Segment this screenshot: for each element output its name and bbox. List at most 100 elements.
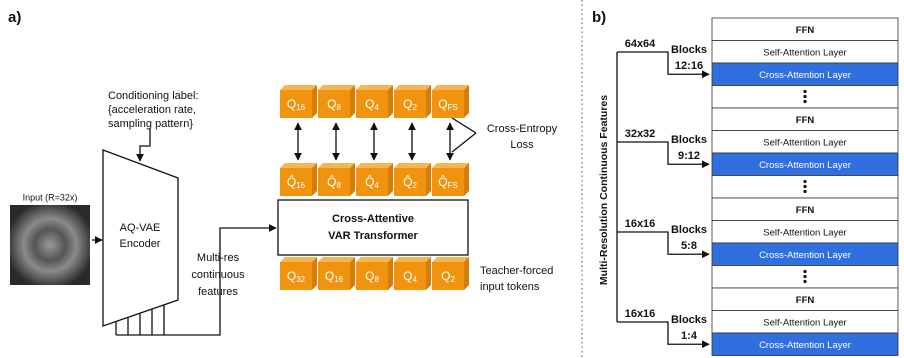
token-sub: 4: [374, 181, 379, 190]
layer-label: Self-Attention Layer: [763, 137, 846, 148]
blocks-label: Blocks: [671, 224, 707, 236]
brace-lines: [452, 118, 476, 152]
input-label: Input (R=32x): [23, 192, 78, 202]
token-base: Q: [438, 97, 447, 111]
token-base: Q̂: [403, 174, 412, 189]
token-side: [312, 85, 317, 118]
layer-label: Self-Attention Layer: [763, 47, 846, 58]
conditioning-label: {acceleration rate,: [108, 104, 196, 116]
token-sub: 4: [412, 275, 417, 284]
resolution-label: 32x32: [625, 128, 656, 140]
panel-label: a): [8, 9, 21, 26]
token-sub: 2: [412, 181, 417, 190]
blocks-label: 12:16: [675, 60, 703, 72]
ellipsis-dot: [803, 95, 806, 98]
blocks-label: Blocks: [671, 314, 707, 326]
token-base: Q: [287, 269, 296, 283]
ellipsis-dot: [803, 100, 806, 103]
encoder-label: AQ-VAE: [120, 222, 161, 234]
token-sub: 32: [296, 275, 305, 284]
token-side: [312, 163, 317, 196]
layer-label: Cross-Attention Layer: [759, 340, 851, 351]
layer-label: Cross-Attention Layer: [759, 160, 851, 171]
ellipsis-dot: [803, 275, 806, 278]
token-base: Q: [403, 269, 412, 283]
ellipsis-dot: [803, 180, 806, 183]
layer-label: Self-Attention Layer: [763, 317, 846, 328]
token-side: [464, 163, 469, 196]
token-side: [426, 85, 431, 118]
token: Q4: [394, 257, 431, 290]
panel-label: b): [592, 9, 606, 26]
axis-label: Multi-Resolution Continuous Features: [598, 95, 610, 285]
token-top: [394, 257, 431, 262]
token-base: Q: [325, 269, 334, 283]
transformer-box: [278, 200, 468, 255]
token: Q̂8: [318, 163, 355, 196]
token-top: [356, 257, 393, 262]
ellipsis-dot: [803, 270, 806, 273]
token: Q2: [394, 85, 431, 118]
ellipsis-dot: [803, 185, 806, 188]
token-sub: 2: [412, 103, 417, 112]
conditioning-label: Conditioning label:: [108, 90, 199, 102]
resolution-label: 16x16: [625, 308, 656, 320]
layer-label: Self-Attention Layer: [763, 227, 846, 238]
token-side: [388, 163, 393, 196]
token-base: Q: [441, 269, 450, 283]
loss-label: Loss: [510, 139, 534, 151]
token-side: [350, 85, 355, 118]
token-top: [394, 163, 431, 168]
token: Q8: [356, 257, 393, 290]
token-top: [318, 85, 355, 90]
token-side: [426, 257, 431, 290]
blocks-label: Blocks: [671, 134, 707, 146]
token: Q16: [280, 85, 317, 118]
token-top: [356, 163, 393, 168]
token-side: [464, 257, 469, 290]
layer-label: Cross-Attention Layer: [759, 70, 851, 81]
figure: a) Input (R=32x) Conditioning label: {accel…: [0, 0, 904, 358]
layer-label: FFN: [796, 115, 815, 126]
token-top: [280, 257, 317, 262]
resolution-label: 16x16: [625, 218, 656, 230]
features-label: Multi-res: [197, 252, 240, 264]
blocks-label: 1:4: [681, 330, 698, 342]
features-label: features: [198, 286, 238, 298]
arrow: [140, 128, 150, 161]
token: QFS: [432, 85, 469, 118]
transformer-label: Cross-Attentive: [332, 213, 414, 225]
token: Q̂FS: [432, 163, 469, 196]
layer-label: FFN: [796, 295, 815, 306]
layer-label: Cross-Attention Layer: [759, 250, 851, 261]
token-top: [280, 163, 317, 168]
token: Q̂2: [394, 163, 431, 196]
token-base: Q: [327, 97, 336, 111]
token-side: [388, 257, 393, 290]
token-base: Q̂: [327, 174, 336, 189]
token: Q2: [432, 257, 469, 290]
token-top: [432, 163, 469, 168]
token-top: [318, 257, 355, 262]
token-side: [388, 85, 393, 118]
token: Q̂16: [280, 163, 317, 196]
token-sub: 16: [334, 275, 343, 284]
token-side: [426, 163, 431, 196]
token: Q8: [318, 85, 355, 118]
token-side: [464, 85, 469, 118]
blocks-label: 5:8: [681, 240, 697, 252]
loss-label: Cross-Entropy: [487, 123, 558, 135]
layer-label: FFN: [796, 205, 815, 216]
blocks-label: Blocks: [671, 44, 707, 56]
blocks-label: 9:12: [678, 150, 700, 162]
token-side: [312, 257, 317, 290]
token-base: Q: [365, 97, 374, 111]
token: Q4: [356, 85, 393, 118]
token-sub: 16: [296, 181, 305, 190]
ellipsis-dot: [803, 90, 806, 93]
input-tokens-label: input tokens: [480, 281, 540, 293]
token-base: Q̂: [365, 174, 374, 189]
token-base: Q̂: [438, 174, 447, 189]
resolution-label: 64x64: [625, 38, 656, 50]
token-top: [394, 85, 431, 90]
